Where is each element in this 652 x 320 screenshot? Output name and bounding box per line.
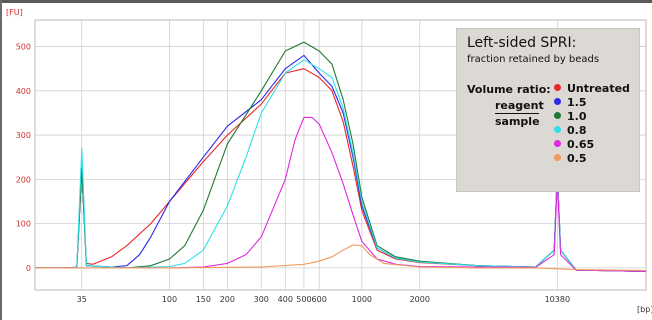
- legend-label: 1.5: [567, 96, 587, 109]
- legend-dot: [554, 98, 561, 105]
- chart-subtitle: fraction retained by beads: [467, 54, 600, 65]
- legend-entry-0-65: 0.65: [554, 138, 594, 152]
- legend-entry-0-8: 0.8: [554, 124, 587, 138]
- legend-label: 0.8: [567, 124, 587, 137]
- y-tick-label: 200: [16, 175, 31, 184]
- y-tick-label: 500: [16, 43, 31, 52]
- legend-entry-untreated: Untreated: [554, 82, 630, 96]
- legend-dot: [554, 140, 561, 147]
- y-tick-label: 100: [16, 220, 31, 229]
- plot-area: [35, 41, 647, 272]
- x-axis: 35 100 150 200 300 400 500 600 1000 2000 10380: [77, 295, 570, 304]
- legend-entry-0-5: 0.5: [554, 152, 587, 166]
- y-axis-label: [FU]: [6, 8, 23, 17]
- y-tick-label: 300: [16, 131, 31, 140]
- legend-entry-1-5: 1.5: [554, 96, 587, 110]
- legend-dot: [554, 84, 561, 91]
- x-tick-label: 600: [312, 295, 327, 304]
- series-line-3: [35, 59, 647, 272]
- y-axis: 0 100 200 300 400 500: [16, 43, 31, 273]
- legend-label: 1.0: [567, 110, 587, 123]
- legend-label: 0.5: [567, 152, 587, 165]
- x-tick-label: 2000: [410, 295, 430, 304]
- legend-entry-1-0: 1.0: [554, 110, 587, 124]
- x-tick-label: 35: [77, 295, 87, 304]
- x-tick-label: 300: [254, 295, 269, 304]
- legend-label: Untreated: [567, 82, 630, 95]
- y-tick-label: 400: [16, 87, 31, 96]
- top-border: [0, 0, 652, 3]
- x-tick-label: 400: [278, 295, 293, 304]
- series-line-5: [35, 244, 647, 272]
- ratio-fraction: reagent sample: [495, 99, 544, 128]
- x-tick-label: 150: [196, 295, 211, 304]
- ratio-numerator: reagent: [495, 99, 544, 114]
- legend: Left-sided SPRI: fraction retained by be…: [456, 28, 640, 192]
- left-border: [0, 0, 2, 320]
- chart-title: Left-sided SPRI:: [467, 35, 577, 51]
- x-tick-label: 200: [220, 295, 235, 304]
- y-tick-label: 0: [26, 264, 31, 273]
- legend-heading: Volume ratio:: [467, 83, 551, 96]
- legend-dot: [554, 154, 561, 161]
- x-tick-label: 500: [296, 295, 311, 304]
- ratio-denominator: sample: [495, 115, 540, 128]
- x-tick-label: 1000: [352, 295, 372, 304]
- x-axis-label: [bp]: [637, 305, 652, 314]
- legend-label: 0.65: [567, 138, 595, 151]
- x-tick-label: 10380: [545, 295, 570, 304]
- plot-frame: [34, 19, 647, 291]
- x-tick-label: 100: [162, 295, 177, 304]
- legend-dot: [554, 126, 561, 133]
- series-line-4: [35, 116, 647, 272]
- legend-dot: [554, 112, 561, 119]
